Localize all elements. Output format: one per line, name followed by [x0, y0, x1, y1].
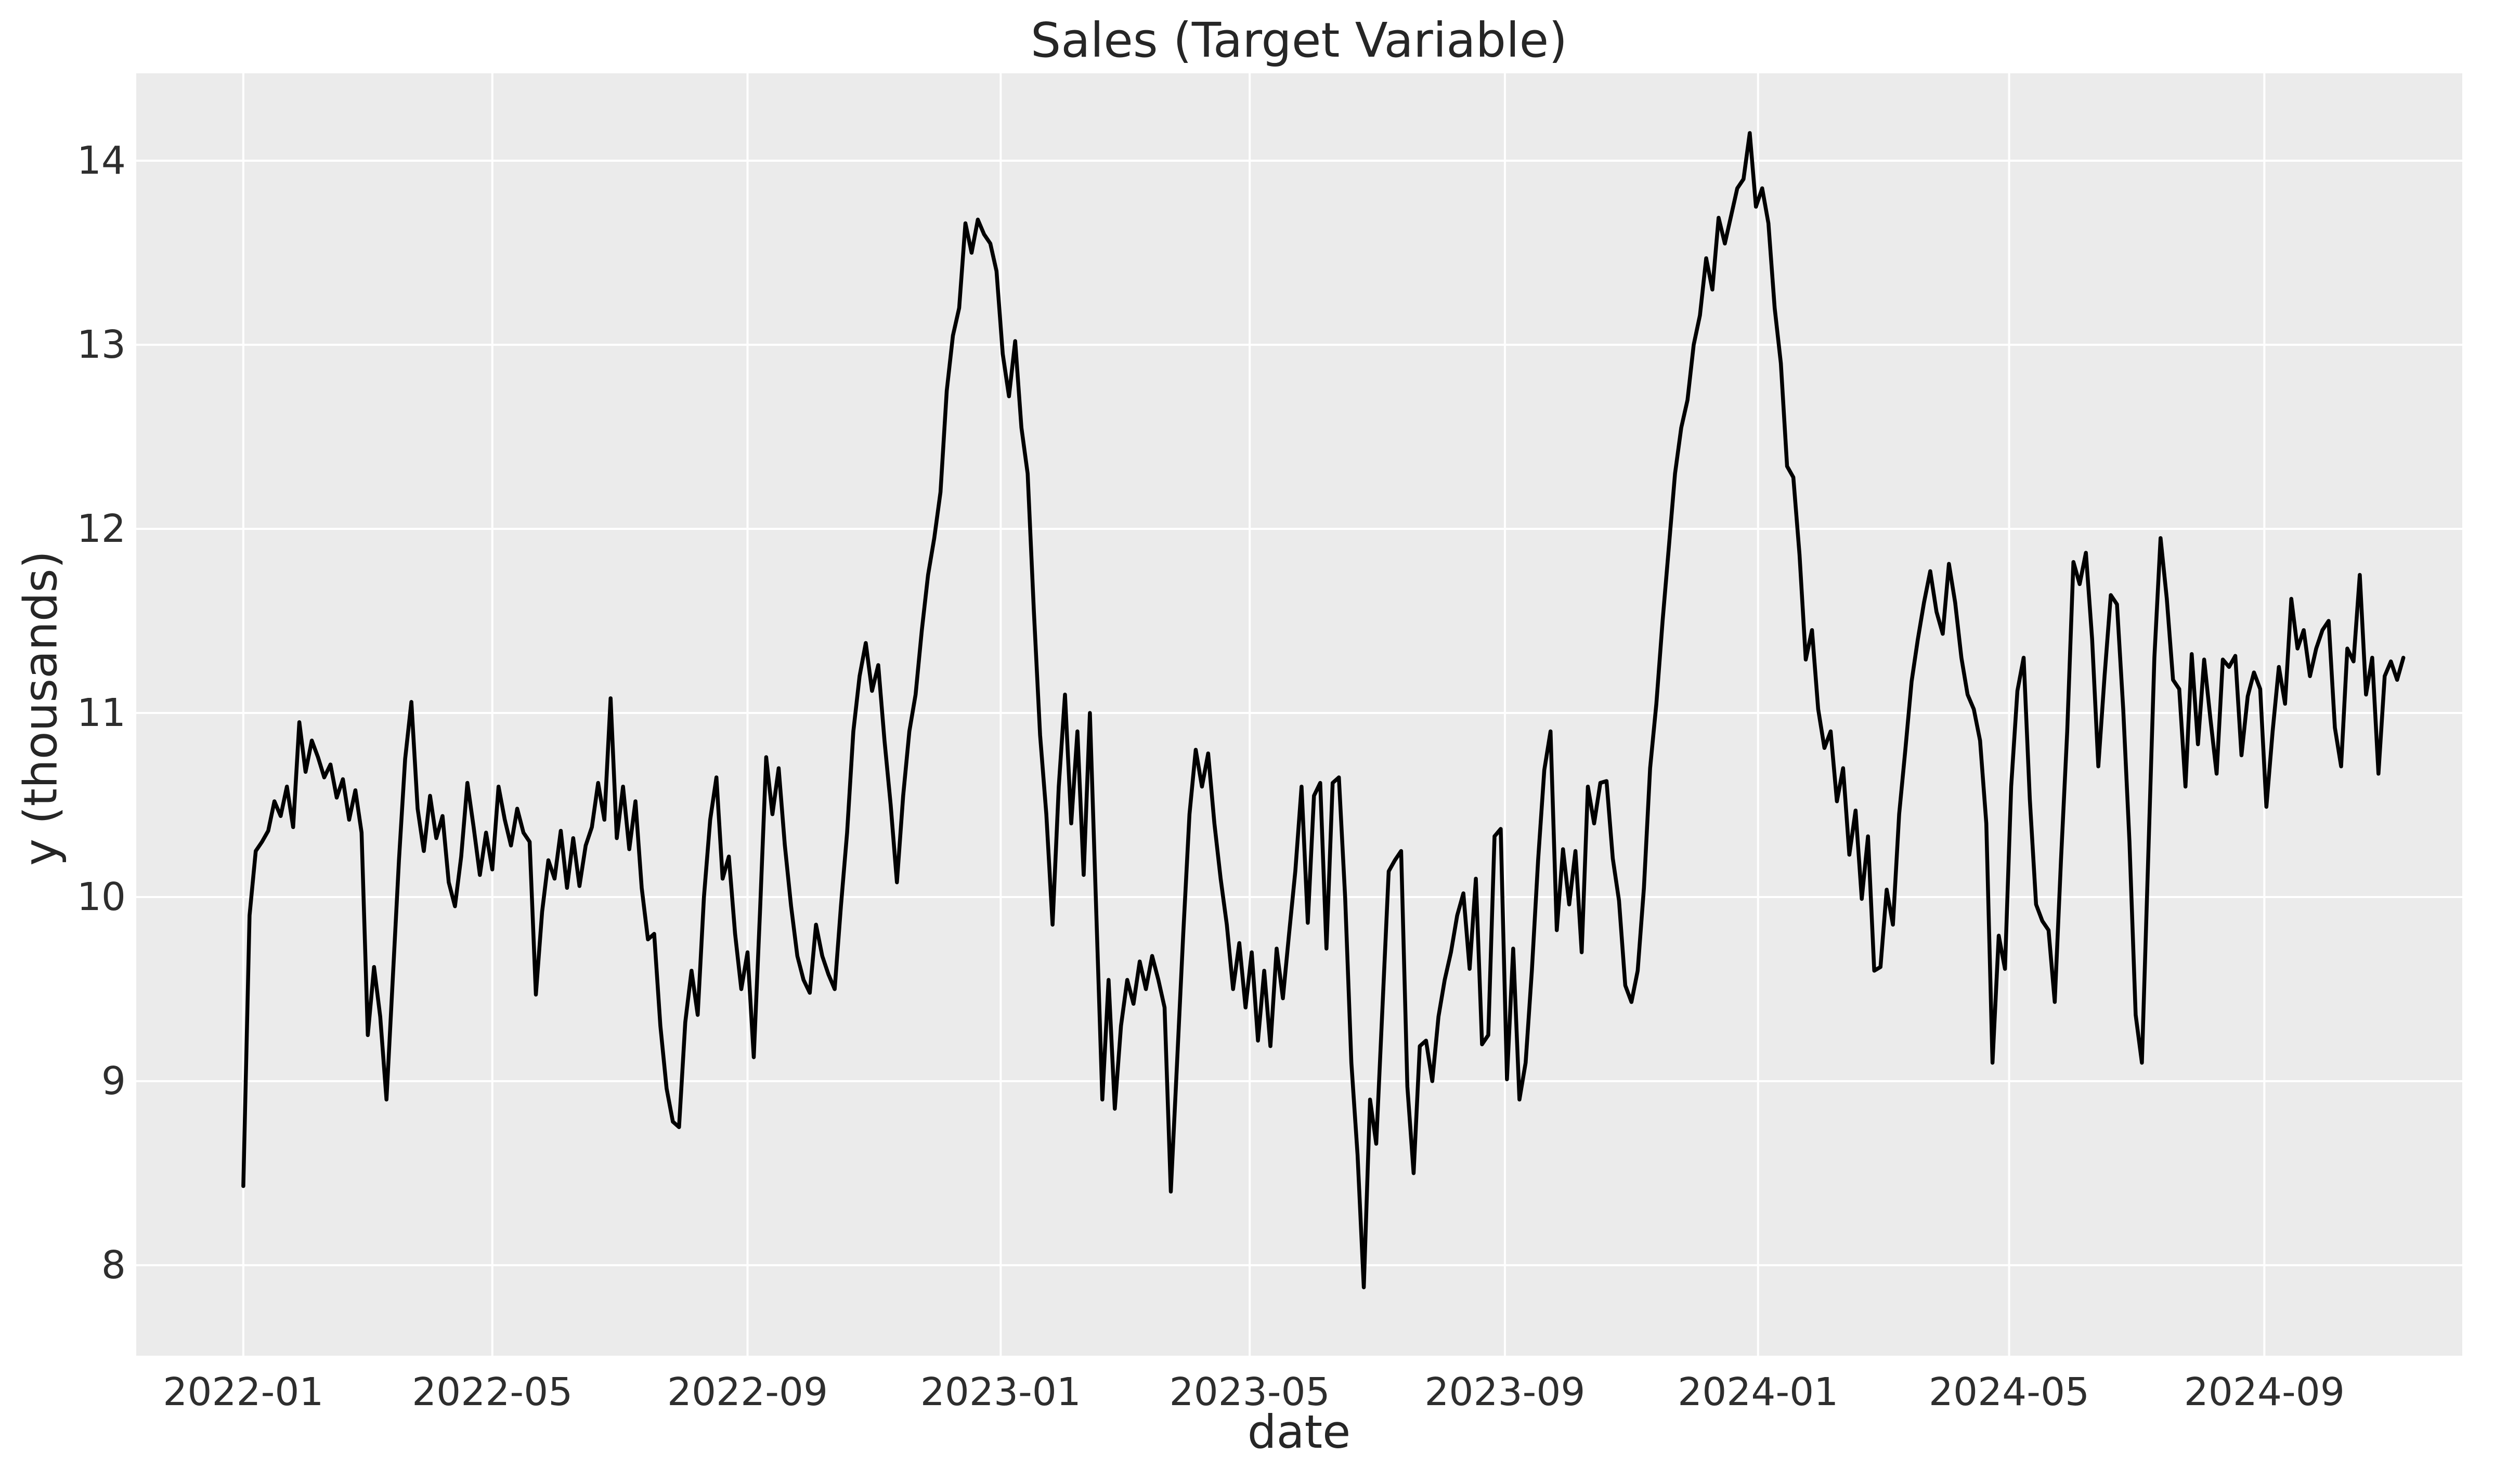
y-tick-label: 8	[101, 1243, 126, 1288]
plot-area	[136, 73, 2462, 1356]
x-tick-label: 2024-05	[1928, 1370, 2090, 1414]
y-tick-label: 14	[76, 138, 126, 183]
x-tick-label: 2023-05	[1169, 1370, 1330, 1414]
chart-title: Sales (Target Variable)	[1030, 12, 1568, 68]
y-tick-label: 10	[76, 875, 126, 919]
sales-series-line	[241, 131, 2406, 1290]
y-tick-label: 13	[76, 322, 126, 367]
x-tick-label: 2022-05	[412, 1370, 573, 1414]
x-tick-label: 2022-09	[667, 1370, 828, 1414]
x-tick-label: 2023-01	[920, 1370, 1081, 1414]
x-tick-label: 2024-01	[1678, 1370, 1839, 1414]
y-tick-label: 12	[76, 507, 126, 551]
x-tick-label: 2023-09	[1424, 1370, 1586, 1414]
y-tick-label: 9	[101, 1059, 126, 1103]
x-tick-label: 2022-01	[163, 1370, 324, 1414]
y-tick-label: 11	[76, 691, 126, 735]
x-tick-label: 2024-09	[2184, 1370, 2345, 1414]
x-axis-label: date	[1247, 1405, 1351, 1459]
